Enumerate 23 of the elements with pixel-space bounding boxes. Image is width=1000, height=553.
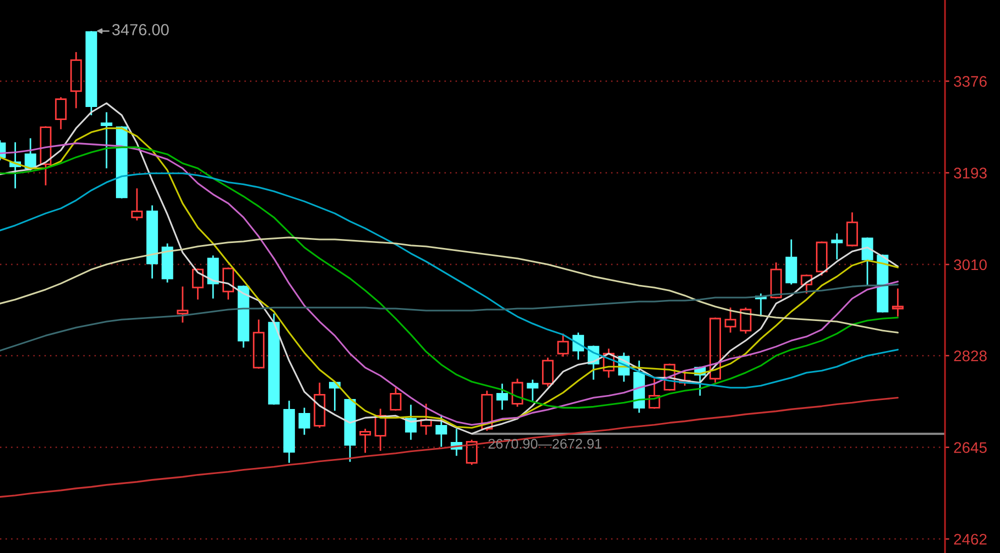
line-series	[0, 396, 899, 498]
y-tick-label: 3193	[954, 168, 987, 178]
y-tick-label: 2462	[954, 534, 987, 545]
candlestick	[496, 382, 508, 411]
line-series	[0, 172, 899, 389]
band-label: 2670.90—2672.91	[488, 438, 602, 449]
y-tick-label: 3010	[954, 259, 987, 270]
candlestick	[831, 232, 843, 260]
y-tick-label: 2645	[954, 442, 987, 453]
y-tick-label: 3376	[954, 76, 987, 87]
candlestick	[374, 408, 386, 452]
line-series	[0, 284, 899, 352]
candlestick	[862, 236, 874, 286]
candlestick	[526, 378, 538, 402]
line-series	[0, 236, 899, 334]
candlestick	[298, 406, 310, 436]
candlestick	[176, 286, 188, 324]
annotation: 3476.00	[112, 24, 169, 36]
candlestick	[70, 51, 82, 109]
candlestick	[420, 402, 432, 436]
candlestick	[436, 414, 448, 448]
y-tick-label: 2828	[954, 350, 987, 362]
candlestick	[100, 111, 112, 170]
